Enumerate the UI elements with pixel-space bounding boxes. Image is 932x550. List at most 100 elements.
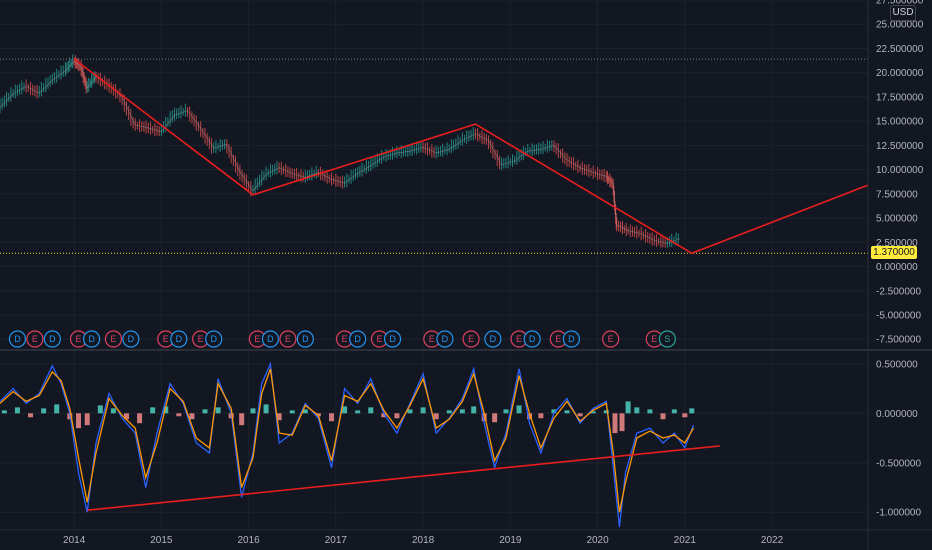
- histogram-bar: [342, 406, 348, 414]
- histogram-bar: [671, 409, 677, 414]
- oscillator-line: [0, 361, 695, 528]
- event-marker-dividend: [8, 330, 27, 348]
- event-label: D: [568, 334, 575, 344]
- event-marker-earnings: [104, 330, 123, 348]
- histogram-bar: [551, 409, 557, 414]
- event-marker-earnings: [602, 330, 620, 348]
- histogram-bar: [189, 413, 195, 420]
- x-tick-label: 2020: [586, 535, 609, 546]
- event-label: D: [14, 334, 21, 344]
- event-marker-dividend: [205, 330, 223, 348]
- y-tick-label: 7.500000: [876, 189, 918, 200]
- event-label: E: [342, 334, 348, 344]
- event-label: D: [302, 334, 309, 344]
- event-marker-earnings: [26, 330, 44, 348]
- histogram-bar: [394, 413, 400, 419]
- x-tick-label: 2021: [674, 535, 697, 546]
- price-series: [0, 54, 681, 248]
- histogram-bar: [603, 410, 609, 414]
- histogram-bar: [660, 413, 666, 420]
- histogram-bar: [625, 401, 631, 414]
- event-label: D: [389, 334, 396, 344]
- event-marker-dividend: [523, 330, 541, 348]
- event-label: E: [608, 334, 614, 344]
- event-label: E: [110, 334, 116, 344]
- x-tick-label: 2014: [63, 535, 86, 546]
- histogram-bar: [433, 413, 439, 420]
- histogram-bar: [137, 413, 143, 424]
- event-marker-dividend: [349, 330, 367, 348]
- x-tick-label: 2017: [325, 535, 348, 546]
- event-label: D: [267, 334, 274, 344]
- y-tick-label: -1.000000: [876, 508, 921, 519]
- y-tick-label: 0.000000: [876, 409, 918, 420]
- histogram-bar: [150, 407, 156, 414]
- histogram-bar: [590, 411, 596, 414]
- histogram-bar: [54, 404, 60, 414]
- event-marker-split: [658, 330, 676, 348]
- histogram-bar: [481, 413, 487, 422]
- y-tick-label: 17.500000: [876, 92, 924, 103]
- histogram-bar: [14, 407, 20, 414]
- histogram-bar: [176, 413, 182, 417]
- histogram-bar: [446, 410, 452, 414]
- histogram-bar: [123, 413, 129, 420]
- histogram-bar: [163, 406, 169, 414]
- histogram-bar: [492, 413, 498, 423]
- y-tick-label: -2.500000: [876, 286, 921, 297]
- histogram-bar: [28, 413, 34, 418]
- histogram-bar: [76, 413, 82, 429]
- x-tick-label: 2018: [412, 535, 435, 546]
- histogram-bar: [407, 409, 413, 414]
- event-label: D: [354, 334, 361, 344]
- y-tick-label: 22.500000: [876, 44, 924, 55]
- x-tick-label: 2019: [499, 535, 522, 546]
- y-tick-label: 0.500000: [876, 359, 918, 370]
- histogram-bar: [459, 409, 465, 414]
- event-label: D: [49, 334, 56, 344]
- event-label: S: [664, 334, 670, 344]
- histogram-bar: [202, 409, 208, 414]
- event-label: E: [76, 334, 82, 344]
- currency-label[interactable]: USD: [890, 5, 916, 21]
- event-marker-dividend: [436, 330, 454, 348]
- y-tick-label: 15.000000: [876, 117, 924, 128]
- y-tick-label: 2.500000: [876, 238, 918, 249]
- y-tick-label: -0.500000: [876, 458, 921, 469]
- histogram-bar: [503, 409, 509, 414]
- event-label: D: [210, 334, 217, 344]
- histogram-bar: [110, 408, 116, 414]
- histogram-bar: [420, 407, 426, 414]
- y-tick-label: -7.500000: [876, 335, 921, 346]
- price-trendline[interactable]: [73, 58, 869, 255]
- price-trendline-path: [73, 58, 869, 255]
- event-label: D: [88, 334, 95, 344]
- event-marker-dividend: [296, 330, 314, 348]
- histogram-bar: [239, 413, 245, 426]
- histogram-bar: [538, 413, 544, 419]
- event-label: E: [376, 334, 382, 344]
- event-marker-dividend: [170, 330, 188, 348]
- event-marker-dividend: [82, 330, 101, 348]
- event-label: D: [442, 334, 449, 344]
- oscillator-trendline-path: [87, 445, 720, 511]
- histogram-bar: [471, 406, 477, 414]
- price-path: [0, 60, 681, 244]
- histogram-bar: [276, 413, 282, 421]
- histogram-bar: [215, 407, 221, 414]
- histogram-bar: [263, 404, 269, 414]
- event-label: E: [163, 334, 169, 344]
- histogram-bar: [689, 408, 695, 414]
- y-tick-label: 25.000000: [876, 20, 924, 31]
- event-label: D: [529, 334, 536, 344]
- histogram-bar: [97, 405, 103, 414]
- histogram-bar: [41, 408, 47, 414]
- grid-lines: [0, 0, 868, 530]
- x-axis-labels: 2014 2015 2016 2017 2018 2019 2020 2021 2022: [63, 535, 784, 546]
- y-tick-label: 10.000000: [876, 165, 924, 176]
- oscillator-trendline[interactable]: [87, 445, 720, 511]
- y-tick-label: -5.000000: [876, 311, 921, 322]
